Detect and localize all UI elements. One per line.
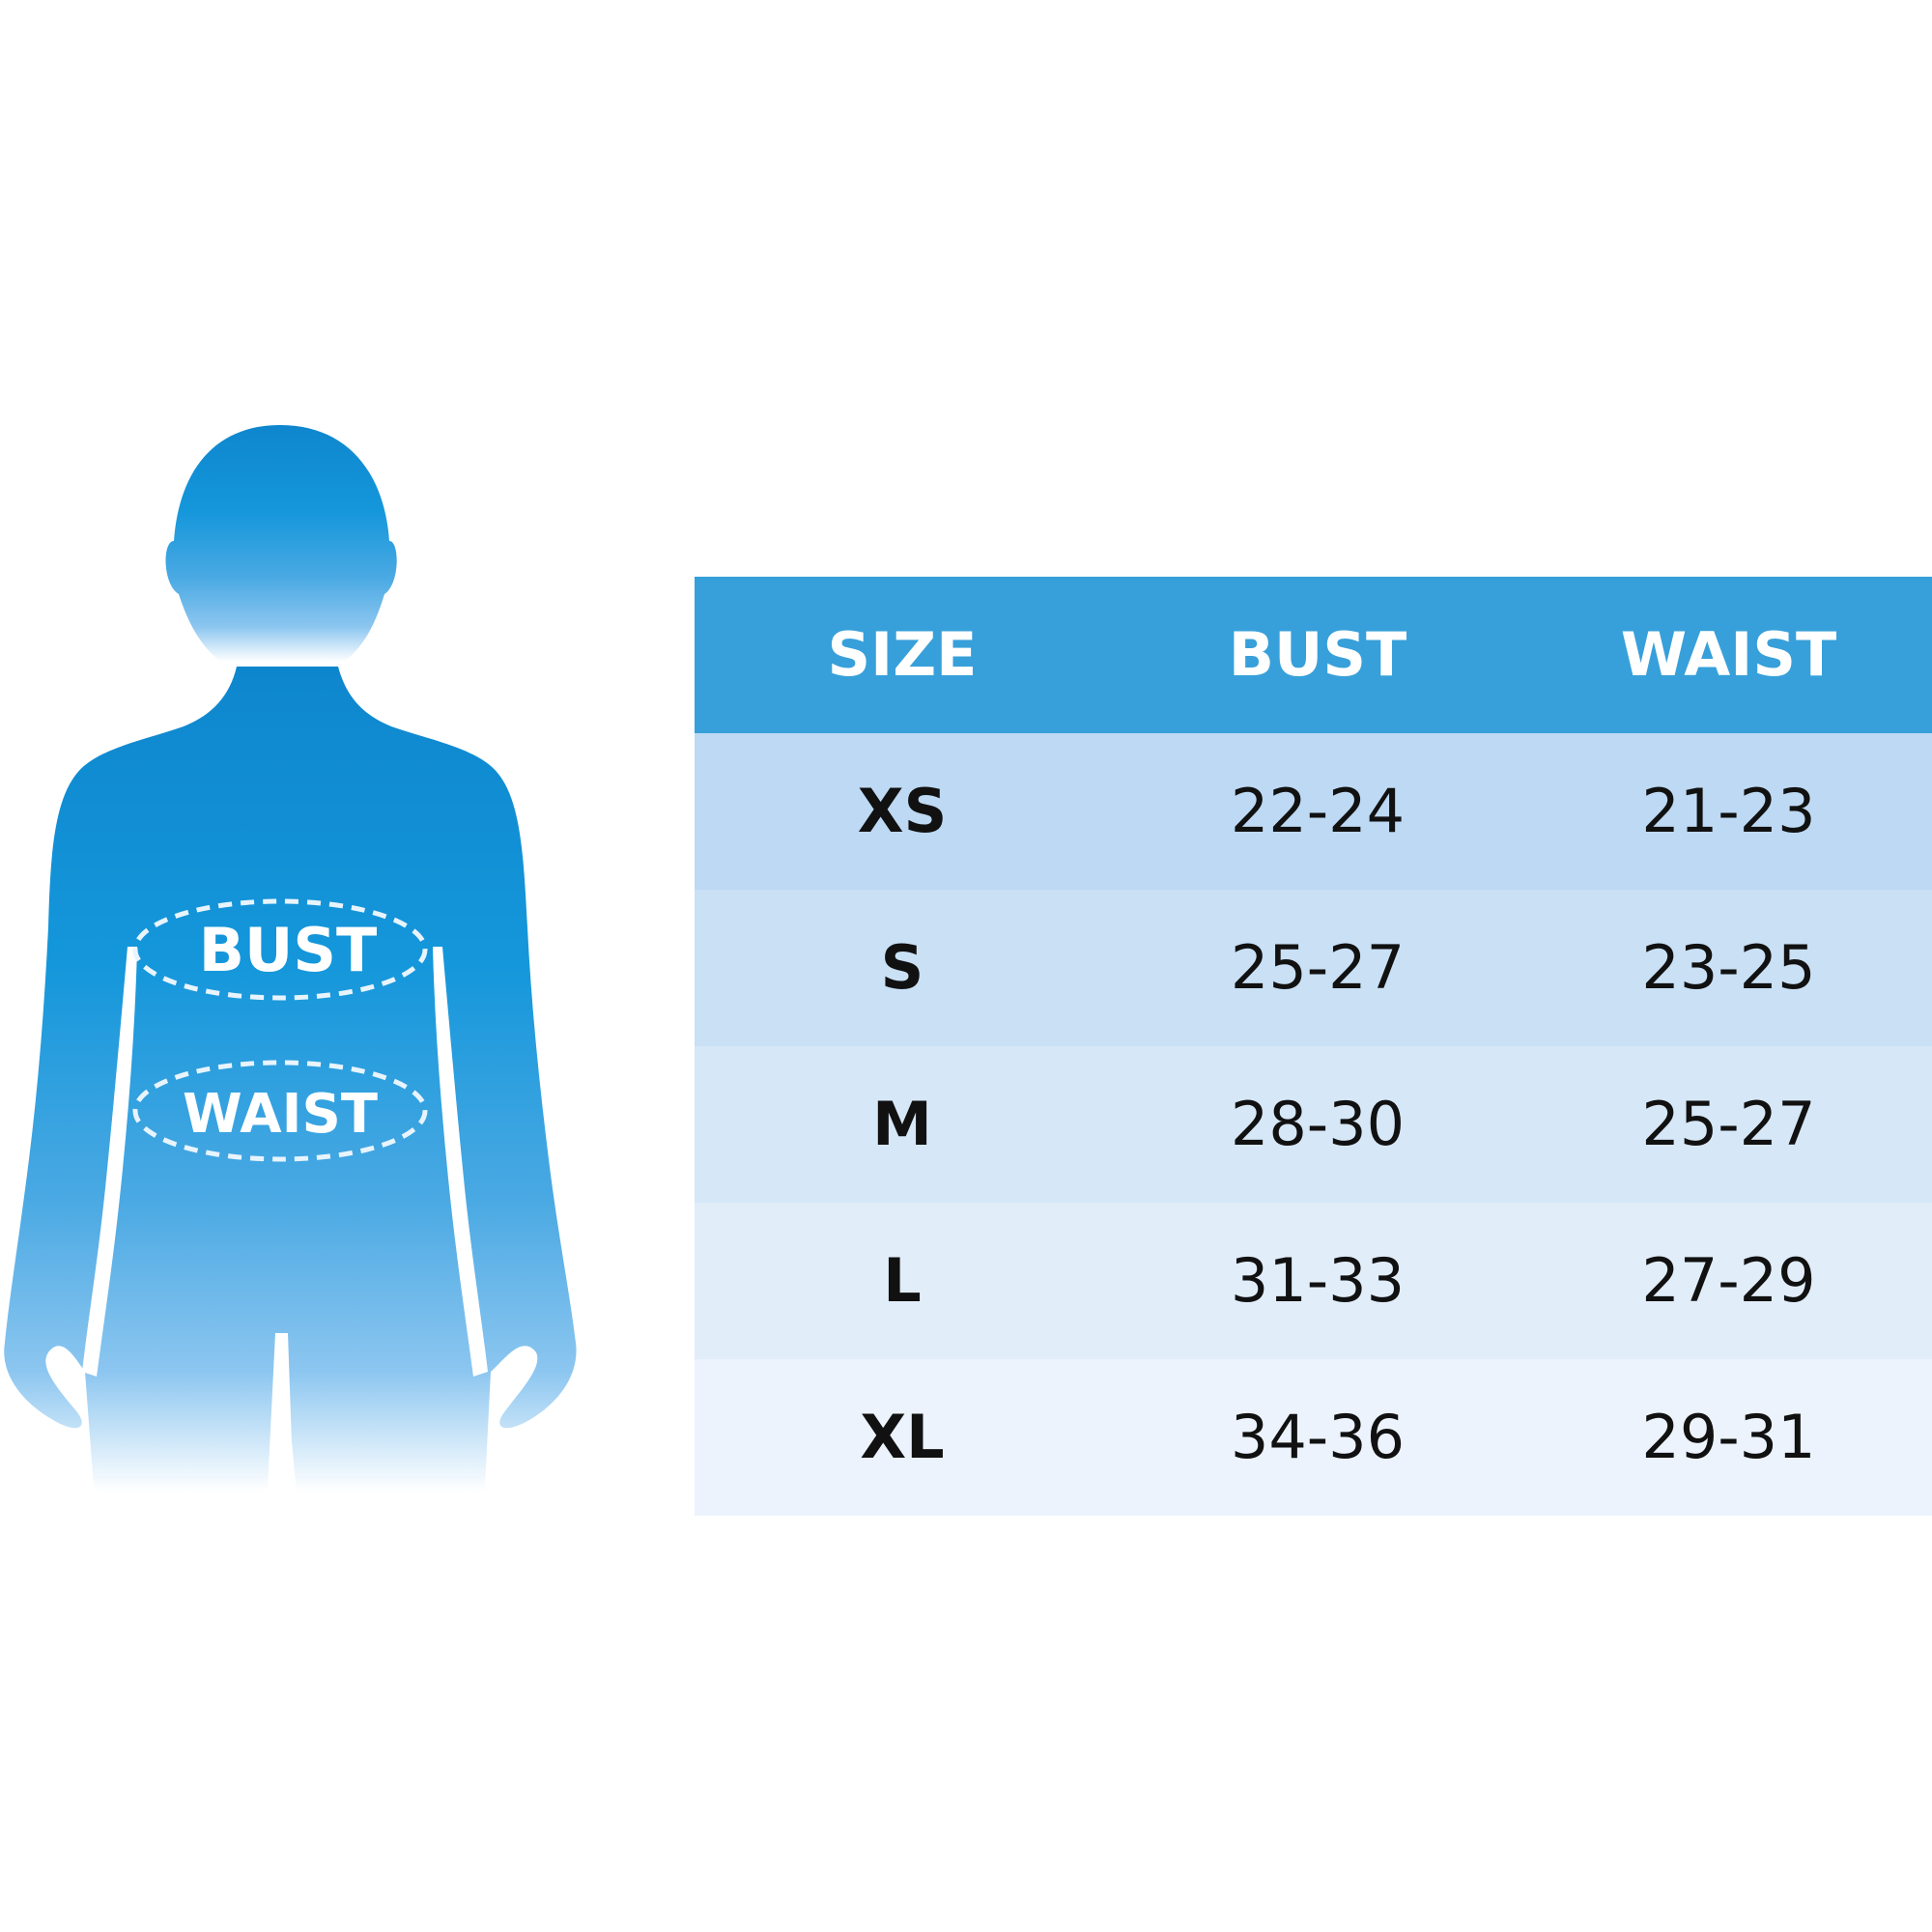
waist-cell: 23-25 <box>1525 890 1932 1046</box>
torso-shape <box>4 667 577 1526</box>
bust-cell: 31-33 <box>1110 1203 1525 1359</box>
size-column-header: SIZE <box>695 577 1110 733</box>
body-measurement-figure: BUST WAIST <box>0 406 580 1526</box>
leg-gap <box>266 1333 295 1526</box>
table-row: L 31-33 27-29 <box>695 1203 1932 1359</box>
waist-cell: 21-23 <box>1525 733 1932 890</box>
bust-figure-label: BUST <box>199 915 378 985</box>
bust-cell: 34-36 <box>1110 1359 1525 1516</box>
size-chart-table: SIZE BUST WAIST XS 22-24 21-23 S 25-27 2… <box>695 577 1932 1516</box>
size-cell: XS <box>695 733 1110 890</box>
waist-measure-ring <box>132 1060 428 1162</box>
size-cell: S <box>695 890 1110 1046</box>
size-cell: M <box>695 1046 1110 1203</box>
bust-cell: 28-30 <box>1110 1046 1525 1203</box>
head-shape <box>165 425 397 671</box>
waist-cell: 25-27 <box>1525 1046 1932 1203</box>
bust-cell: 25-27 <box>1110 890 1525 1046</box>
table-row: S 25-27 23-25 <box>695 890 1932 1046</box>
waist-cell: 29-31 <box>1525 1359 1932 1516</box>
size-cell: XL <box>695 1359 1110 1516</box>
table-row: XL 34-36 29-31 <box>695 1359 1932 1516</box>
bust-column-header: BUST <box>1110 577 1525 733</box>
size-cell: L <box>695 1203 1110 1359</box>
body-silhouette-icon: BUST WAIST <box>4 425 577 1526</box>
table-row: M 28-30 25-27 <box>695 1046 1932 1203</box>
table-header-row: SIZE BUST WAIST <box>695 577 1932 733</box>
bust-cell: 22-24 <box>1110 733 1525 890</box>
table-row: XS 22-24 21-23 <box>695 733 1932 890</box>
left-arm-gap <box>82 947 137 1377</box>
waist-figure-label: WAIST <box>183 1083 378 1146</box>
bust-measure-ring <box>132 898 428 1001</box>
waist-column-header: WAIST <box>1525 577 1932 733</box>
waist-cell: 27-29 <box>1525 1203 1932 1359</box>
right-arm-gap <box>433 947 488 1377</box>
